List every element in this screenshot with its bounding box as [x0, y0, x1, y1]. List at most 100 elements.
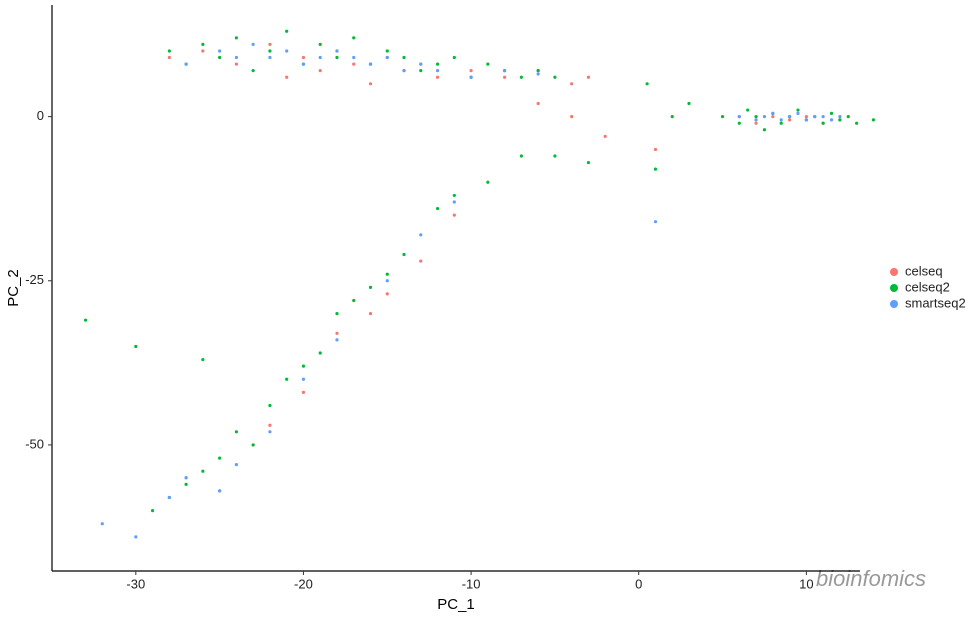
point [570, 115, 574, 119]
point [385, 279, 389, 283]
point [570, 82, 574, 86]
point [846, 115, 850, 119]
point [762, 128, 767, 132]
point [301, 62, 306, 66]
point [796, 108, 800, 112]
point [469, 75, 473, 79]
point [754, 115, 758, 119]
point [268, 49, 272, 53]
point [419, 69, 423, 73]
point [385, 55, 389, 60]
point [368, 82, 373, 86]
point [435, 75, 440, 79]
point [234, 62, 238, 66]
point [519, 75, 523, 79]
point [218, 456, 222, 460]
legend-label: celseq [905, 263, 943, 278]
point [268, 430, 272, 434]
point [821, 121, 825, 125]
point [804, 115, 808, 119]
x-tick-label: 10 [799, 576, 813, 591]
point [452, 193, 456, 198]
point [335, 331, 339, 335]
point [419, 62, 423, 66]
point [503, 69, 507, 73]
point [737, 115, 741, 119]
point [469, 69, 473, 73]
point [335, 55, 339, 60]
point [218, 489, 222, 493]
point [301, 55, 306, 60]
point [838, 115, 842, 119]
point [829, 118, 834, 122]
point [855, 121, 859, 125]
point [435, 69, 440, 73]
point [402, 69, 406, 73]
legend-swatch [890, 268, 898, 276]
point [653, 147, 658, 152]
point [762, 115, 767, 119]
point [402, 252, 406, 257]
point [167, 49, 171, 53]
point [167, 55, 171, 60]
point [234, 36, 238, 40]
point [335, 49, 339, 53]
point [419, 233, 423, 237]
point [234, 55, 238, 60]
point [201, 469, 205, 473]
point [335, 338, 339, 342]
point [268, 403, 272, 408]
point [754, 121, 758, 125]
point [251, 42, 255, 46]
point [268, 423, 272, 427]
x-axis-title: PC_1 [437, 596, 475, 613]
point [503, 75, 507, 79]
legend-swatch [890, 284, 898, 292]
point [645, 82, 649, 86]
point [813, 115, 817, 119]
legend-swatch [890, 300, 898, 308]
point [385, 272, 389, 276]
x-tick-label: -30 [126, 576, 145, 591]
point [385, 292, 389, 296]
point [779, 121, 783, 125]
point [687, 101, 691, 106]
point [586, 75, 591, 79]
point [771, 111, 775, 115]
point [419, 259, 423, 263]
point [586, 160, 591, 165]
point [746, 108, 750, 112]
point [519, 154, 523, 158]
legend-label: smartseq2 [905, 295, 966, 310]
point [301, 390, 306, 395]
legend-label: celseq2 [905, 279, 950, 294]
point [83, 318, 88, 322]
point [804, 118, 808, 122]
point [251, 443, 255, 447]
x-tick-label: -20 [294, 576, 313, 591]
point [318, 351, 322, 355]
point [653, 167, 658, 171]
x-tick-label: -10 [462, 576, 481, 591]
point [352, 36, 356, 40]
point [536, 72, 540, 76]
point [536, 69, 540, 73]
point [234, 430, 238, 434]
point [301, 364, 306, 368]
point [268, 42, 272, 46]
point [268, 55, 272, 60]
point [368, 62, 373, 66]
point [796, 111, 800, 115]
point [787, 118, 792, 122]
point [318, 42, 322, 46]
point [737, 121, 741, 125]
point [779, 118, 783, 122]
point [352, 55, 356, 60]
point [134, 344, 138, 349]
point [251, 69, 255, 73]
point [452, 200, 456, 204]
point [385, 49, 389, 53]
y-tick-label: -25 [25, 272, 44, 287]
point [285, 75, 289, 79]
